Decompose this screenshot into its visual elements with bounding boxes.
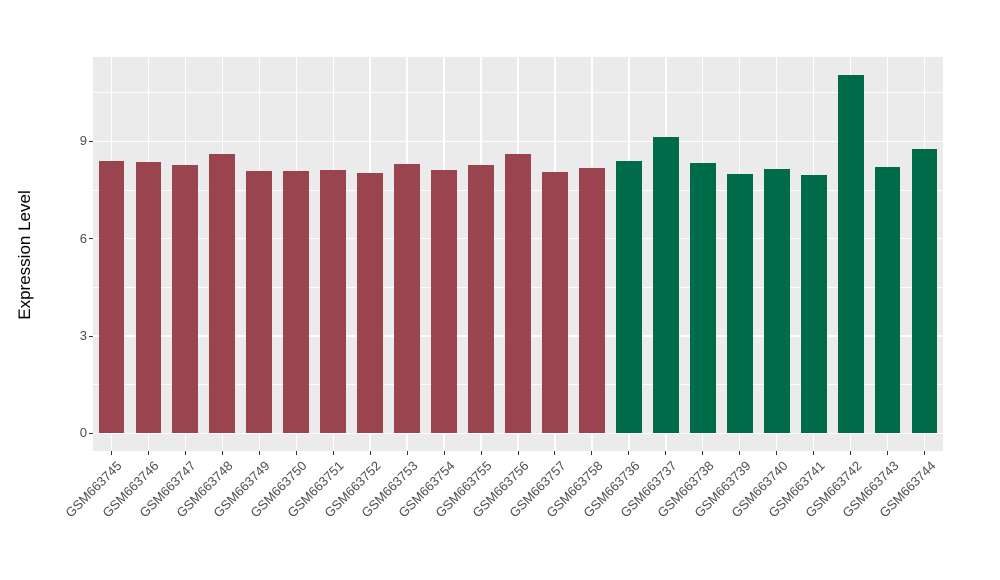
- bar-GSM663754: [431, 170, 457, 434]
- bar-GSM663747: [172, 165, 199, 434]
- x-tick-mark: [739, 451, 741, 455]
- bar-GSM663745: [98, 161, 125, 434]
- bar-GSM663755: [468, 165, 494, 434]
- x-tick-mark: [924, 451, 926, 455]
- x-tick-mark: [295, 451, 297, 455]
- bar-GSM663740: [763, 168, 790, 434]
- x-tick-mark: [110, 451, 112, 455]
- bar-GSM663736: [615, 160, 642, 434]
- y-tick-mark: [89, 140, 93, 142]
- bar-GSM663746: [135, 162, 162, 434]
- bar-GSM663752: [357, 172, 384, 434]
- plot-panel: [93, 57, 943, 451]
- gridline-major-y: [93, 432, 943, 435]
- x-tick-mark: [554, 451, 556, 455]
- bar-GSM663739: [726, 173, 753, 434]
- y-tick-label: 6: [79, 230, 87, 246]
- y-tick-label: 9: [79, 133, 87, 149]
- x-tick-mark: [332, 451, 334, 455]
- x-tick-mark: [591, 451, 593, 455]
- x-tick-mark: [147, 451, 149, 455]
- bar-GSM663750: [283, 170, 310, 434]
- y-tick-mark: [89, 432, 93, 434]
- x-tick-mark: [221, 451, 223, 455]
- bar-GSM663756: [505, 153, 531, 434]
- x-tick-mark: [184, 451, 186, 455]
- bar-GSM663744: [911, 148, 938, 434]
- y-axis-title: Expression Level: [15, 190, 34, 320]
- y-tick-mark: [89, 335, 93, 337]
- bar-GSM663738: [689, 162, 716, 434]
- x-tick-mark: [887, 451, 889, 455]
- bar-GSM663758: [578, 167, 605, 434]
- y-tick-mark: [89, 238, 93, 240]
- gridline-major-y: [93, 140, 943, 143]
- x-tick-mark: [369, 451, 371, 455]
- x-tick-mark: [406, 451, 408, 455]
- bar-GSM663751: [320, 169, 347, 434]
- x-tick-mark: [813, 451, 815, 455]
- bar-GSM663757: [542, 171, 568, 434]
- bar-GSM663741: [800, 175, 827, 434]
- x-tick-mark: [702, 451, 704, 455]
- bar-GSM663753: [394, 164, 421, 434]
- y-tick-label: 3: [79, 328, 87, 344]
- x-tick-mark: [443, 451, 445, 455]
- x-tick-mark: [628, 451, 630, 455]
- gridline-minor-y: [93, 92, 943, 94]
- x-tick-mark: [258, 451, 260, 455]
- x-tick-mark: [517, 451, 519, 455]
- x-tick-mark: [850, 451, 852, 455]
- bar-GSM663743: [874, 167, 901, 434]
- bar-GSM663748: [209, 154, 236, 434]
- bar-GSM663737: [652, 137, 679, 434]
- x-tick-mark: [480, 451, 482, 455]
- bar-GSM663749: [246, 170, 273, 434]
- bar-GSM663742: [837, 74, 864, 434]
- x-tick-mark: [776, 451, 778, 455]
- y-tick-label: 0: [79, 425, 87, 441]
- x-tick-mark: [665, 451, 667, 455]
